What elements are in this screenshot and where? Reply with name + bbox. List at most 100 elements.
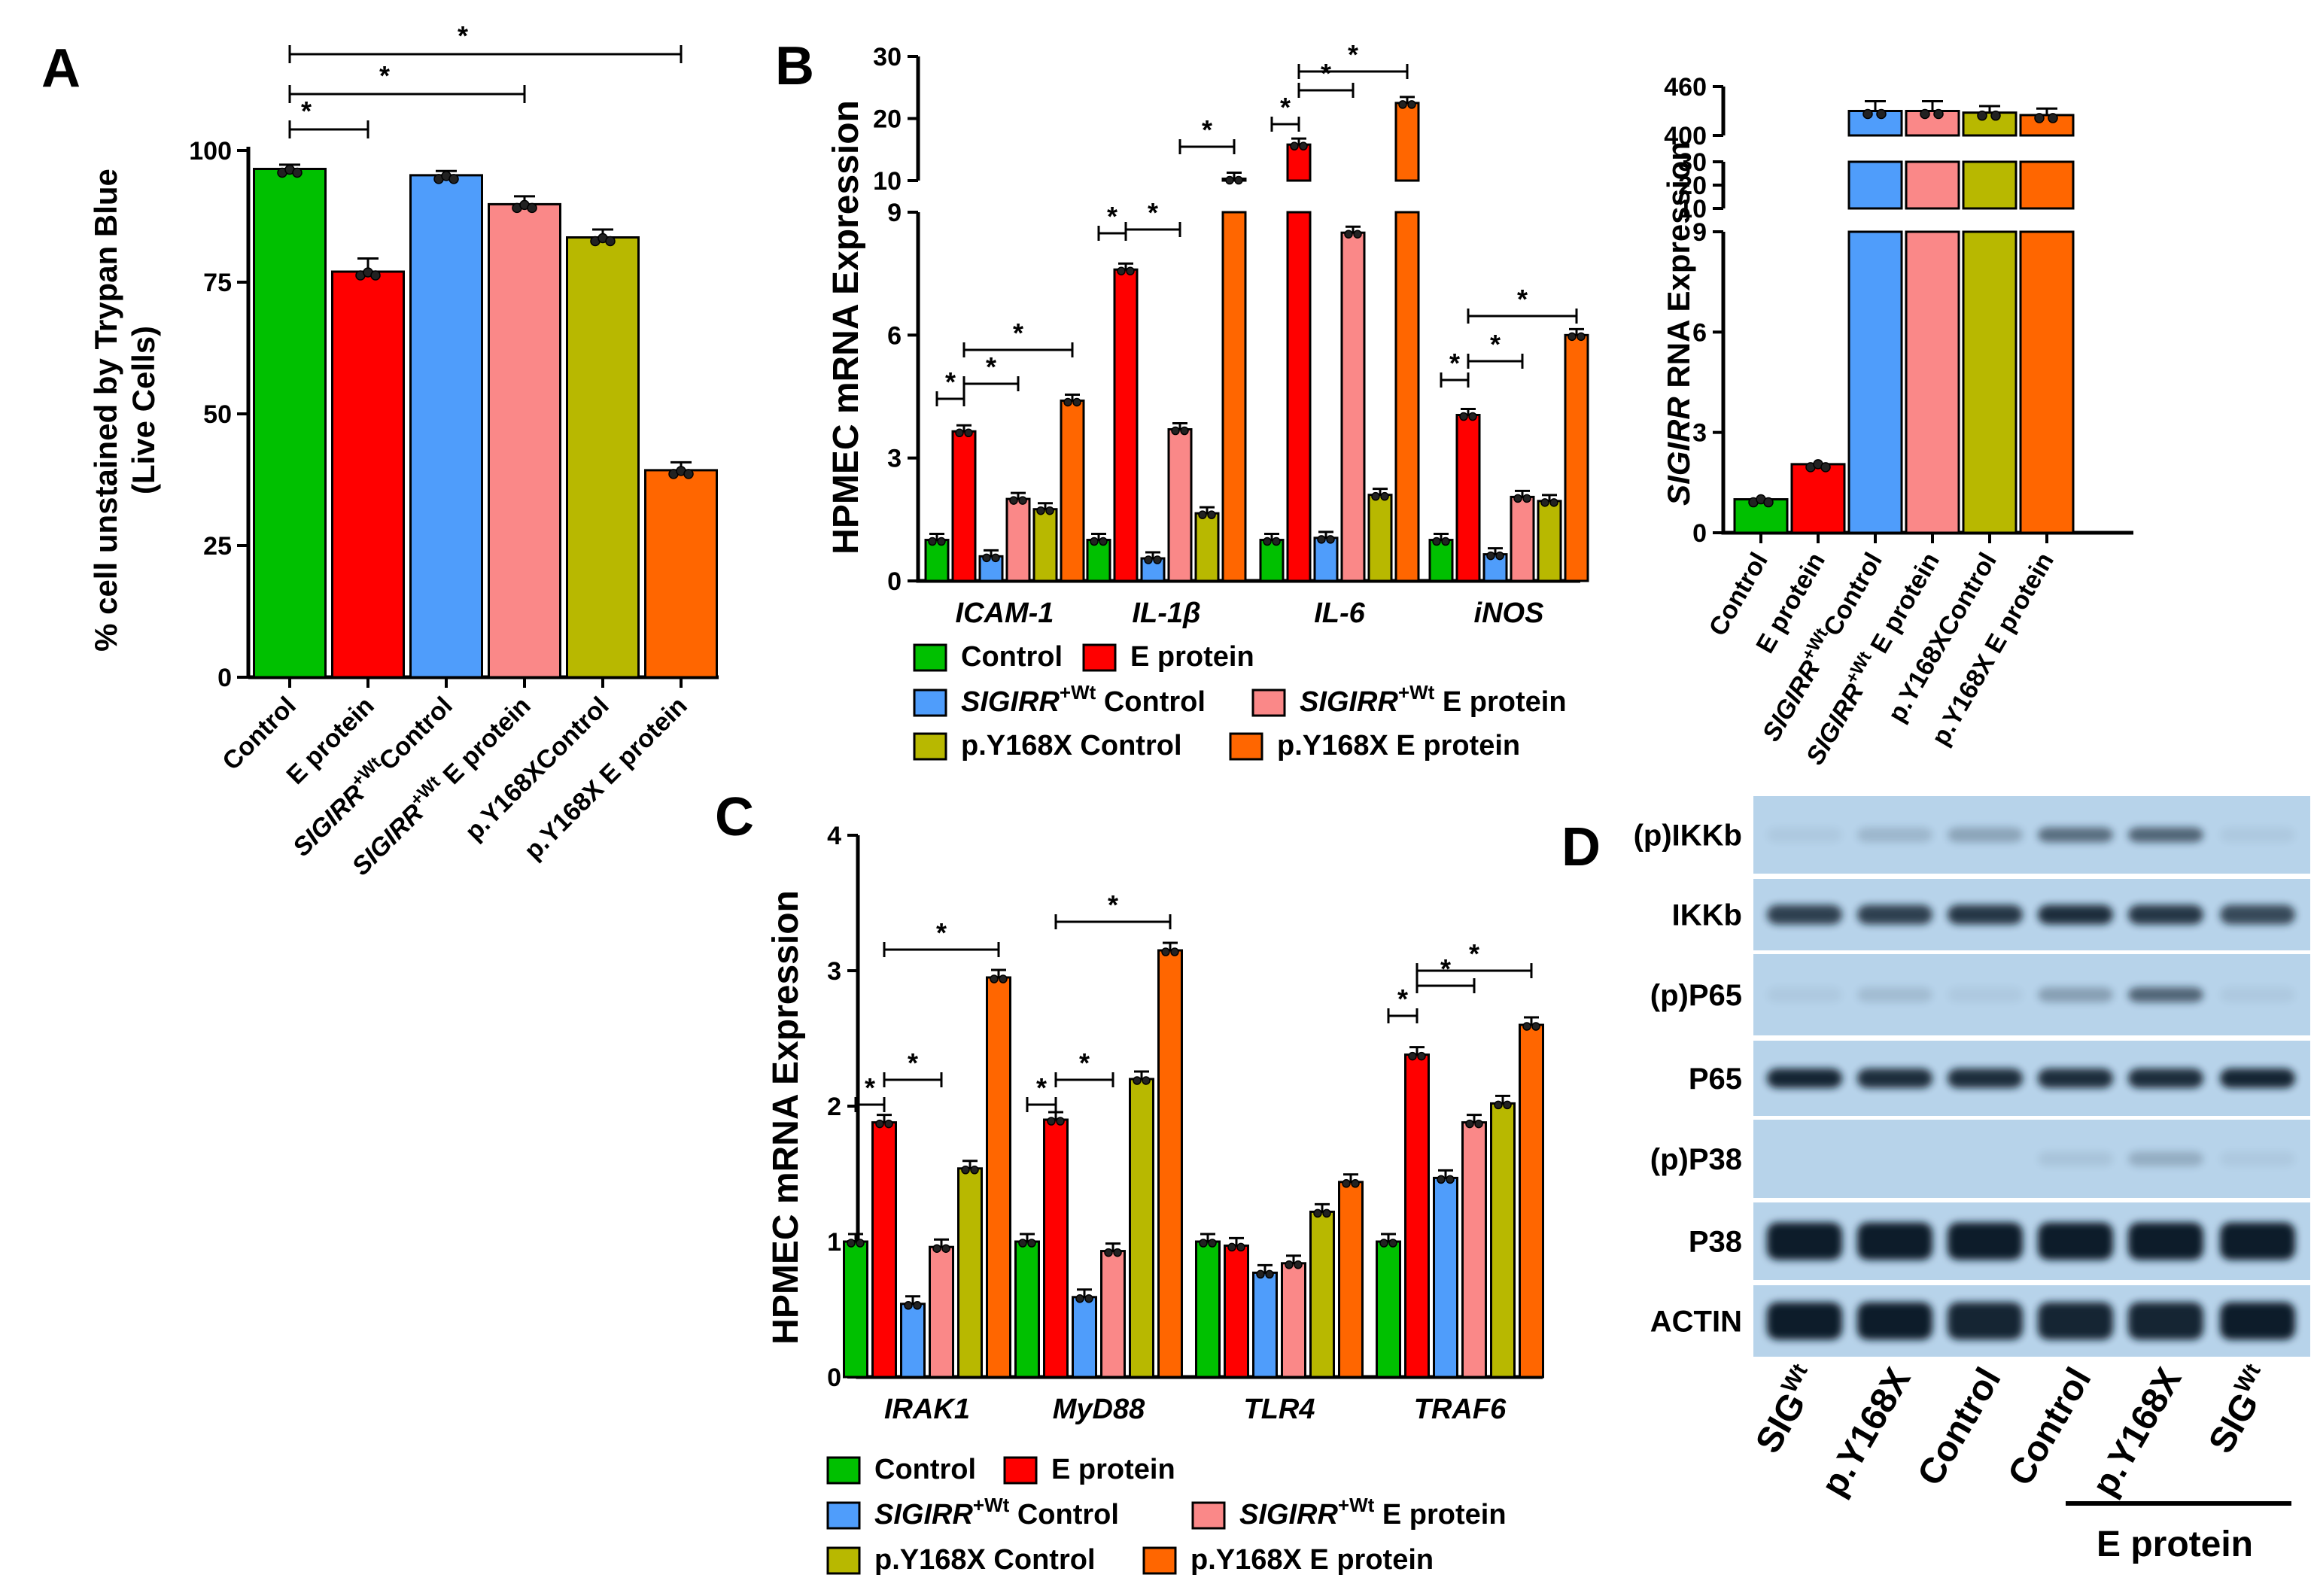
bar-y168x_control <box>1537 500 1562 582</box>
data-point <box>1104 1248 1113 1257</box>
y-tick-label: 4 <box>827 822 841 850</box>
data-point <box>683 469 694 479</box>
panel-b-sigirr-ylabel: SIGIRR RNA Expression <box>1661 141 1696 506</box>
bar-sigirr_e_protein <box>1905 230 1960 534</box>
blot-band <box>2220 827 2295 843</box>
data-point <box>982 553 991 563</box>
data-point <box>884 1119 893 1129</box>
data-point <box>1285 1260 1294 1269</box>
x-tick-label-italic: SIGIRR <box>347 798 430 881</box>
data-point <box>1342 1179 1351 1188</box>
legend-swatch-sigirr_control <box>913 689 947 717</box>
data-point <box>1407 100 1416 109</box>
blot-row-label: (p)P65 <box>1650 979 1742 1012</box>
data-point <box>1027 1239 1036 1248</box>
error-bar <box>962 1160 978 1169</box>
significance-bracket <box>962 376 1020 391</box>
legend-text: Control <box>1009 1499 1119 1531</box>
significance-bracket <box>1270 117 1300 132</box>
bar-e_protein <box>871 1121 897 1379</box>
bar-control <box>1259 539 1285 582</box>
blot-band <box>2128 1151 2203 1166</box>
lane-label-text: p.Y168X <box>1814 1361 1918 1503</box>
significance-star: * <box>1490 329 1501 360</box>
bar-e_protein <box>331 270 405 679</box>
bar-sigirr_e_protein <box>929 1245 954 1379</box>
bar-y168x_control <box>1194 512 1220 582</box>
y-tick-label: 6 <box>1692 318 1707 347</box>
error-bar <box>1200 1233 1215 1242</box>
e-protein-group-label: E protein <box>2097 1525 2253 1564</box>
bar-e_protein <box>1224 1244 1249 1379</box>
legend-label-y168x_e_protein: p.Y168X E protein <box>1190 1544 1434 1576</box>
data-point <box>1063 397 1072 407</box>
legend-label-sigirr_e_protein: SIGIRR+Wt E protein <box>1239 1494 1507 1531</box>
bar-control <box>1195 1240 1221 1379</box>
significance-star: * <box>1469 938 1479 969</box>
legend-text: Control <box>961 641 1063 673</box>
legend-text: Control <box>1096 686 1206 718</box>
bar-e_protein <box>1113 268 1139 582</box>
data-point <box>1977 110 1987 121</box>
bar-control <box>1376 1240 1401 1379</box>
data-point <box>1290 141 1299 150</box>
lane-label: Control <box>2000 1361 2099 1492</box>
y-tick-label: 0 <box>827 1363 841 1392</box>
legend-label-y168x_e_protein: p.Y168X E protein <box>1277 730 1520 762</box>
legend-italic: SIGIRR <box>961 686 1060 718</box>
data-point <box>449 174 459 184</box>
bar-sigirr_control <box>1072 1296 1097 1379</box>
error-bar <box>1011 491 1026 500</box>
error-bar <box>1291 137 1306 145</box>
blot-band <box>1948 1302 2023 1340</box>
legend-text: E protein <box>1130 641 1254 673</box>
group-label: TRAF6 <box>1414 1394 1507 1425</box>
lane-label: p.Y168X <box>1814 1361 1918 1503</box>
data-point <box>1036 506 1045 515</box>
error-bar <box>1467 1114 1482 1123</box>
legend-text: p.Y168X E protein <box>1277 730 1520 762</box>
significance-star: * <box>945 366 956 397</box>
bar-control <box>253 168 327 679</box>
error-bar <box>1118 262 1133 270</box>
legend-label-y168x_control: p.Y168X Control <box>961 730 1182 762</box>
lane-label: p.Y168X <box>2084 1361 2189 1503</box>
blot-band <box>1767 1302 1842 1340</box>
error-bar <box>1200 506 1215 514</box>
blot-band <box>2220 987 2295 1002</box>
significance-bracket <box>1467 309 1578 324</box>
blot-band <box>1857 1222 1932 1260</box>
data-point <box>1047 1117 1056 1126</box>
significance-bracket <box>883 1072 943 1087</box>
panel-a-ylabel-line2: (Live Cells) <box>126 326 161 494</box>
data-point <box>932 1244 941 1253</box>
data-point <box>1351 1179 1360 1188</box>
bar-sigirr_control <box>1433 1176 1458 1379</box>
bar-e_protein <box>1790 463 1846 534</box>
bar-y168x_e_protein <box>986 976 1011 1379</box>
data-point <box>941 1244 950 1253</box>
data-point <box>856 1239 865 1248</box>
legend-italic: SIGIRR <box>1300 686 1398 718</box>
blot-band <box>2128 827 2203 843</box>
significance-bracket <box>288 85 526 103</box>
bar-sigirr_e_protein-top <box>1905 110 1960 137</box>
blot-band <box>1857 904 1932 925</box>
y-tick-label: 30 <box>1678 148 1707 177</box>
bar-y168x_e_protein <box>1221 211 1247 582</box>
y-tick-label: 10 <box>1678 195 1707 223</box>
blot-band <box>1767 1222 1842 1260</box>
significance-bracket <box>1440 372 1470 388</box>
blot-band <box>2038 987 2113 1002</box>
significance-bracket <box>288 120 369 138</box>
error-bar <box>1105 1242 1121 1251</box>
y-tick-label: 6 <box>887 321 902 350</box>
error-bar <box>1488 547 1503 555</box>
significance-bracket <box>1415 963 1533 978</box>
data-point <box>1294 1260 1303 1269</box>
significance-star: * <box>936 917 947 948</box>
data-point <box>999 974 1008 983</box>
legend-text: E protein <box>1374 1499 1506 1531</box>
data-point <box>1763 497 1774 508</box>
bar-y168x_control-mid <box>1962 160 2018 210</box>
